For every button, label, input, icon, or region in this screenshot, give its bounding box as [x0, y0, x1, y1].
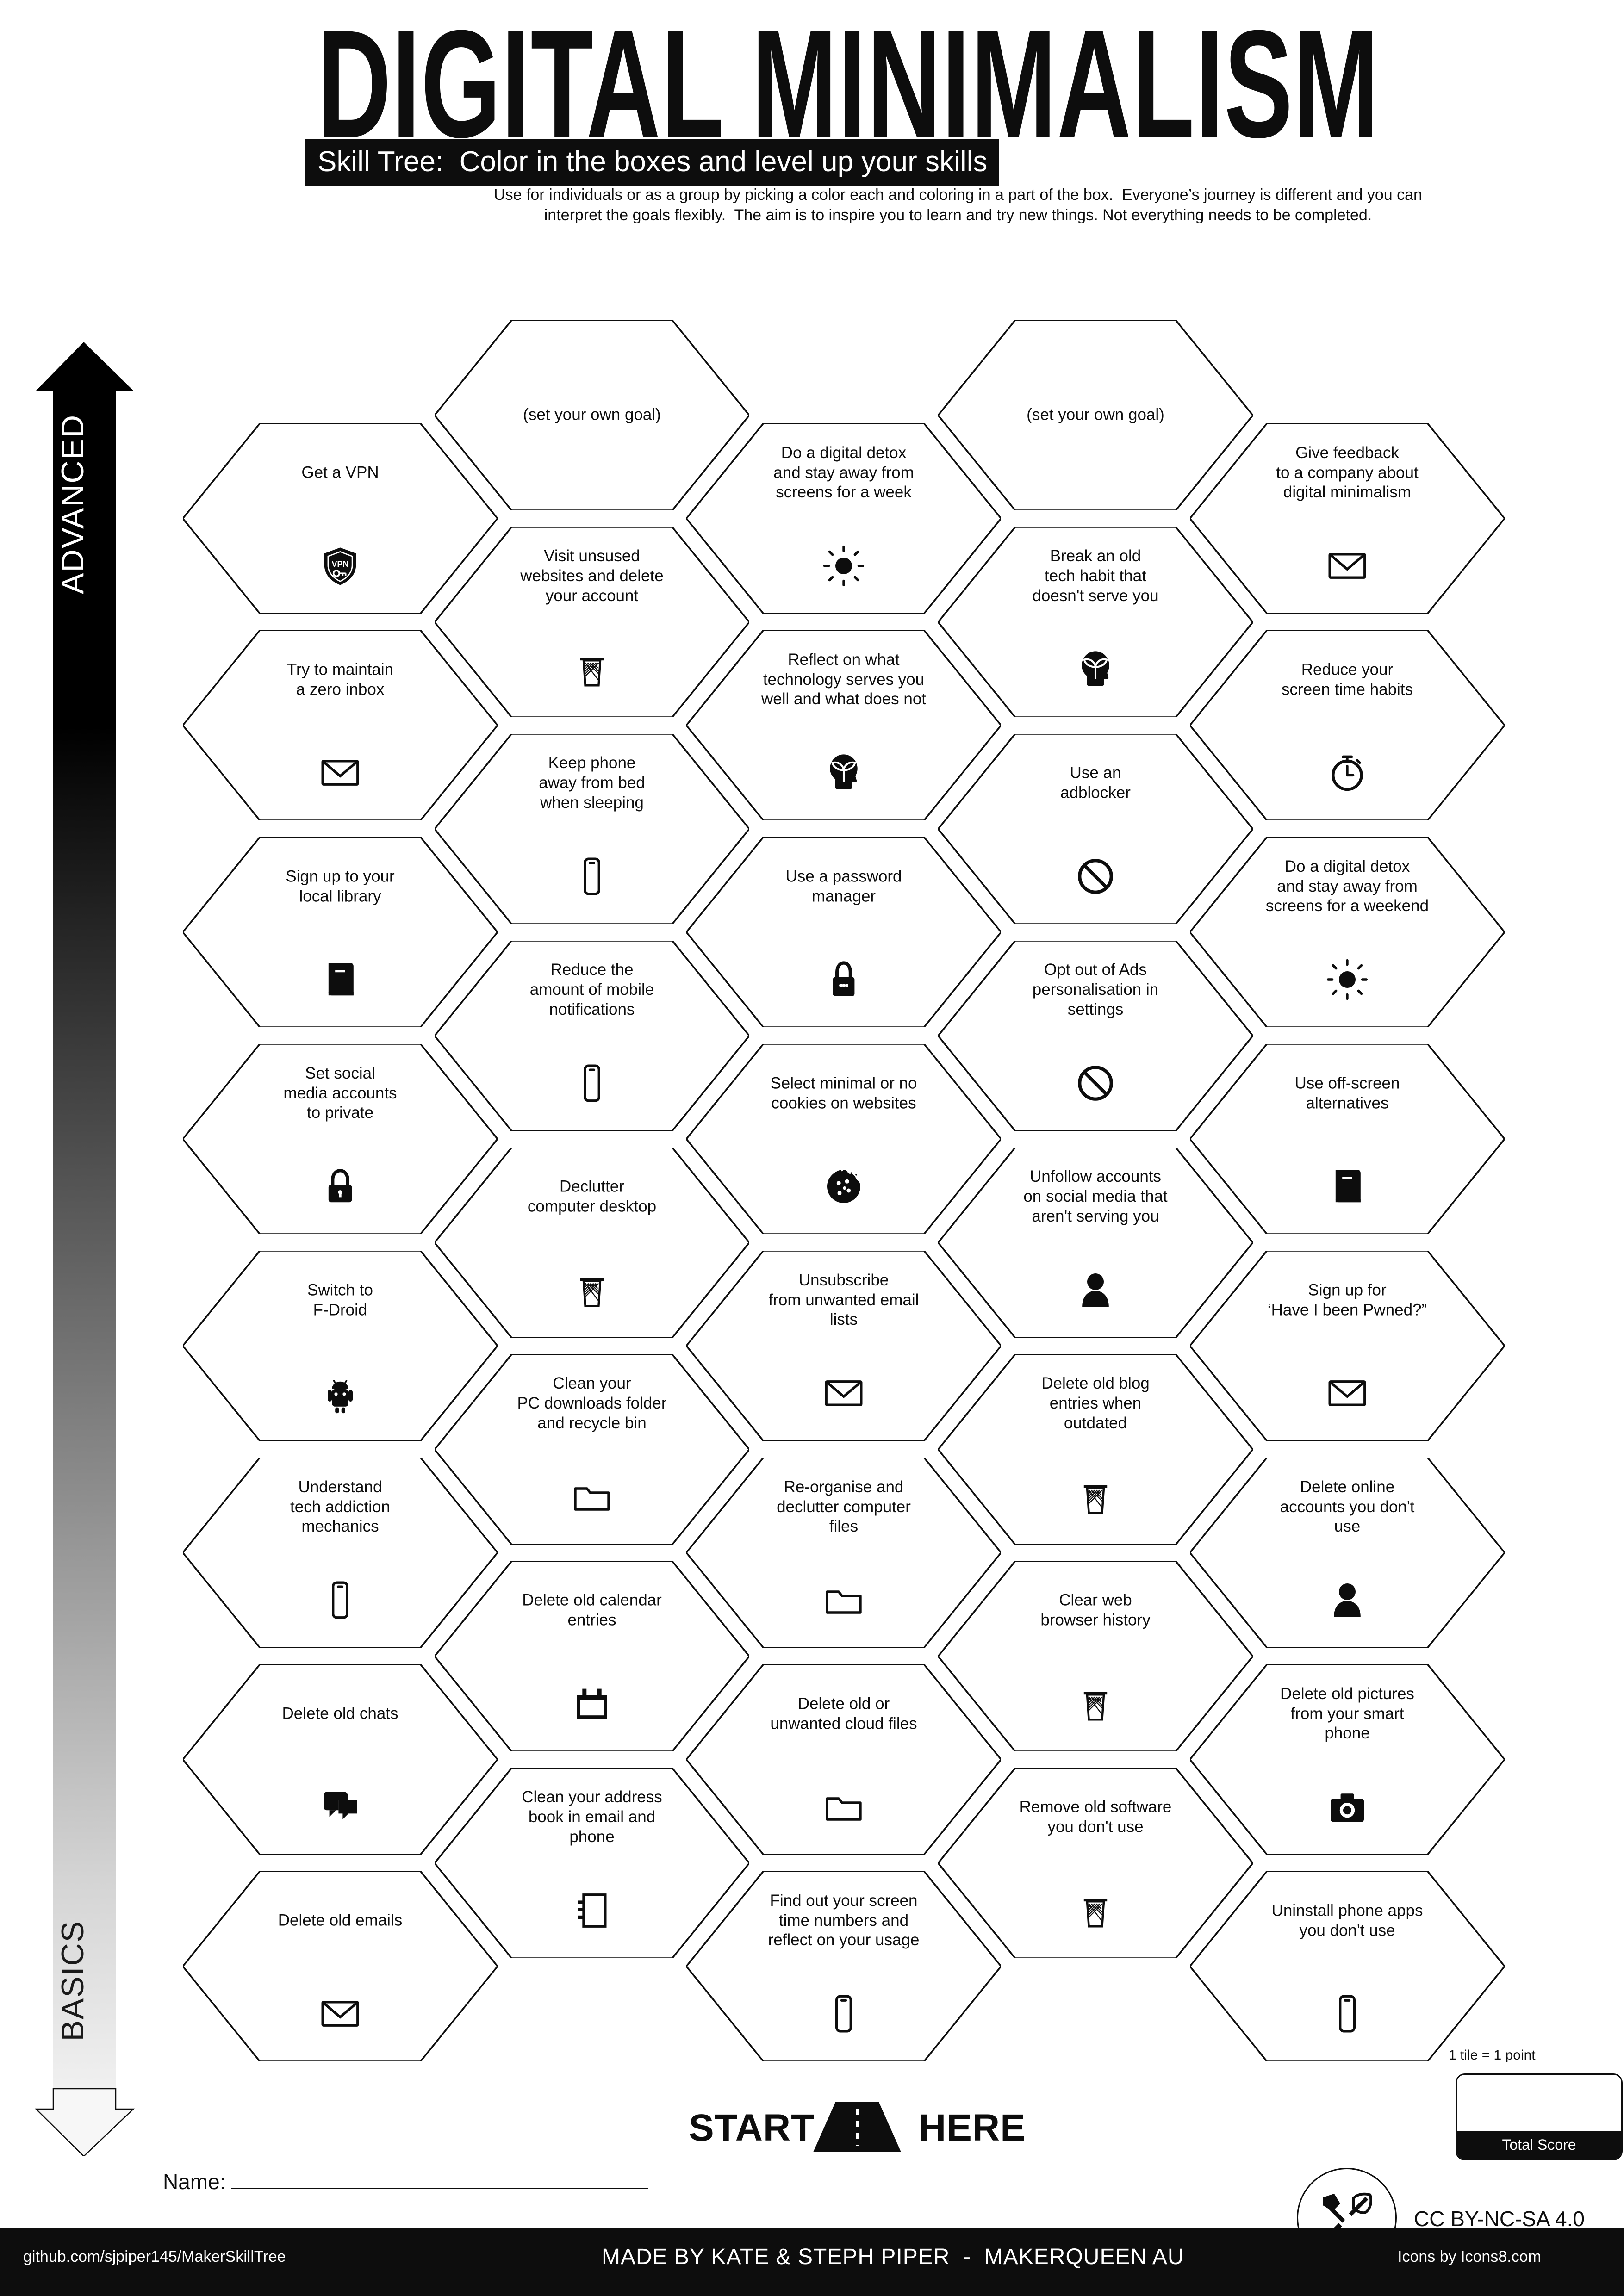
- svg-text:VPN: VPN: [331, 559, 348, 569]
